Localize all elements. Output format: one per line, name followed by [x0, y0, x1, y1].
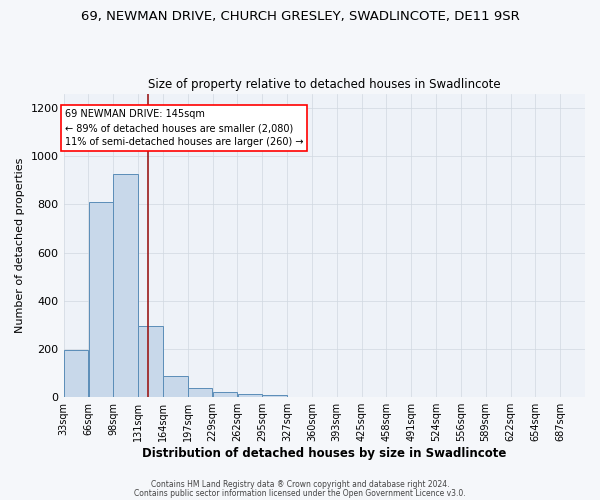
- Bar: [89, 202, 113, 397]
- Bar: [238, 394, 262, 397]
- Text: Contains HM Land Registry data ® Crown copyright and database right 2024.: Contains HM Land Registry data ® Crown c…: [151, 480, 449, 489]
- Text: 69, NEWMAN DRIVE, CHURCH GRESLEY, SWADLINCOTE, DE11 9SR: 69, NEWMAN DRIVE, CHURCH GRESLEY, SWADLI…: [80, 10, 520, 23]
- Bar: [138, 326, 163, 397]
- Bar: [213, 392, 237, 397]
- X-axis label: Distribution of detached houses by size in Swadlincote: Distribution of detached houses by size …: [142, 447, 506, 460]
- Bar: [64, 350, 88, 397]
- Bar: [262, 395, 287, 397]
- Bar: [113, 174, 138, 397]
- Bar: [188, 388, 212, 397]
- Text: Contains public sector information licensed under the Open Government Licence v3: Contains public sector information licen…: [134, 489, 466, 498]
- Text: 69 NEWMAN DRIVE: 145sqm
← 89% of detached houses are smaller (2,080)
11% of semi: 69 NEWMAN DRIVE: 145sqm ← 89% of detache…: [65, 109, 304, 147]
- Title: Size of property relative to detached houses in Swadlincote: Size of property relative to detached ho…: [148, 78, 500, 91]
- Y-axis label: Number of detached properties: Number of detached properties: [15, 158, 25, 333]
- Bar: [163, 376, 188, 397]
